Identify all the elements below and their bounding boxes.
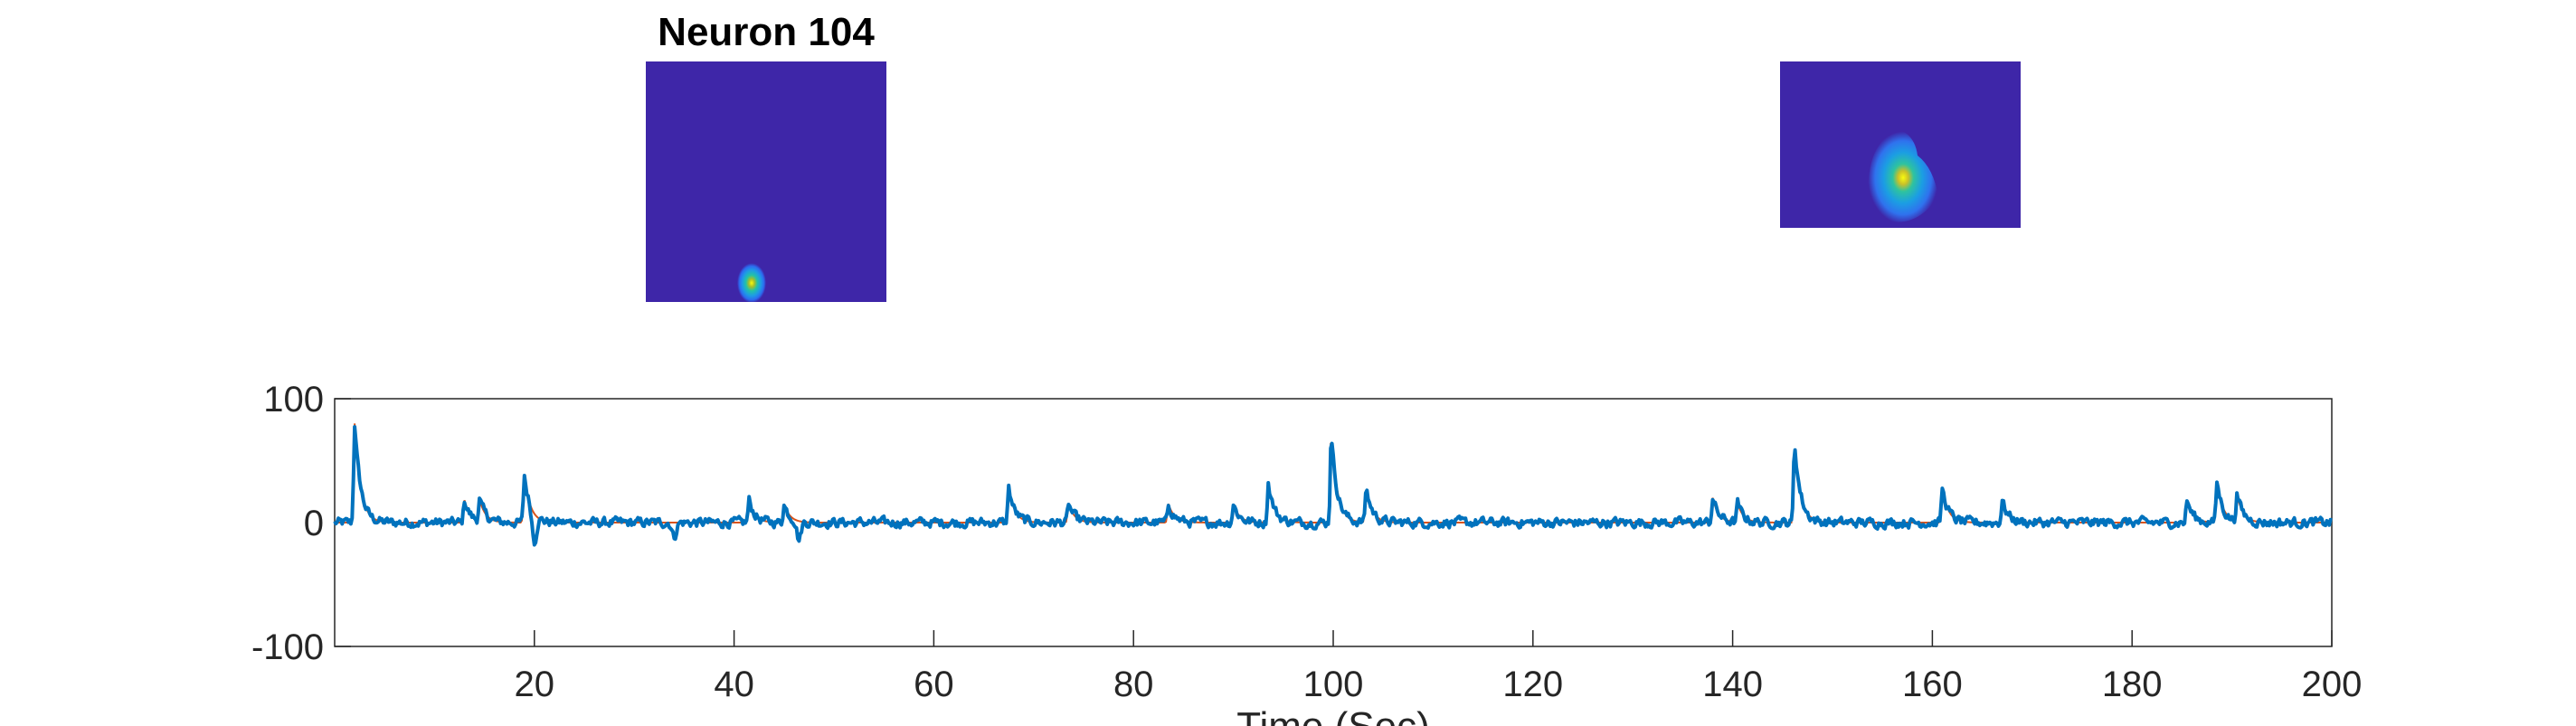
x-tick-label: 200 <box>2302 665 2363 704</box>
x-axis-label: Time (Sec) <box>1236 704 1430 726</box>
footprint-heatmap-right <box>1780 61 2021 228</box>
y-tick-label: -100 <box>251 627 324 667</box>
footprint-heatmap-left-svg <box>737 263 766 302</box>
x-tick-label: 100 <box>1303 665 1364 704</box>
x-tick-label: 120 <box>1502 665 1563 704</box>
x-tick-label: 80 <box>1113 665 1154 704</box>
footprint-blob-right <box>1868 129 1938 222</box>
footprint-heatmap-right-svg <box>1868 129 1938 222</box>
footprint-blob-left <box>737 263 766 302</box>
y-axis-ticks: 100 0 -100 <box>251 380 351 667</box>
y-tick-label: 0 <box>304 504 324 543</box>
x-tick-label: 160 <box>1902 665 1963 704</box>
series-trace <box>333 425 2333 547</box>
x-tick-label: 140 <box>1702 665 1763 704</box>
x-tick-label: 180 <box>2102 665 2163 704</box>
x-tick-label: 40 <box>714 665 754 704</box>
footprint-heatmap-left <box>646 61 886 302</box>
x-tick-label: 20 <box>515 665 555 704</box>
chart-title: Neuron 104 <box>658 10 875 54</box>
y-tick-label: 100 <box>263 380 324 420</box>
x-axis-ticks: 20 40 60 80 100 120 140 160 180 200 <box>515 630 2363 704</box>
x-tick-label: 60 <box>914 665 954 704</box>
